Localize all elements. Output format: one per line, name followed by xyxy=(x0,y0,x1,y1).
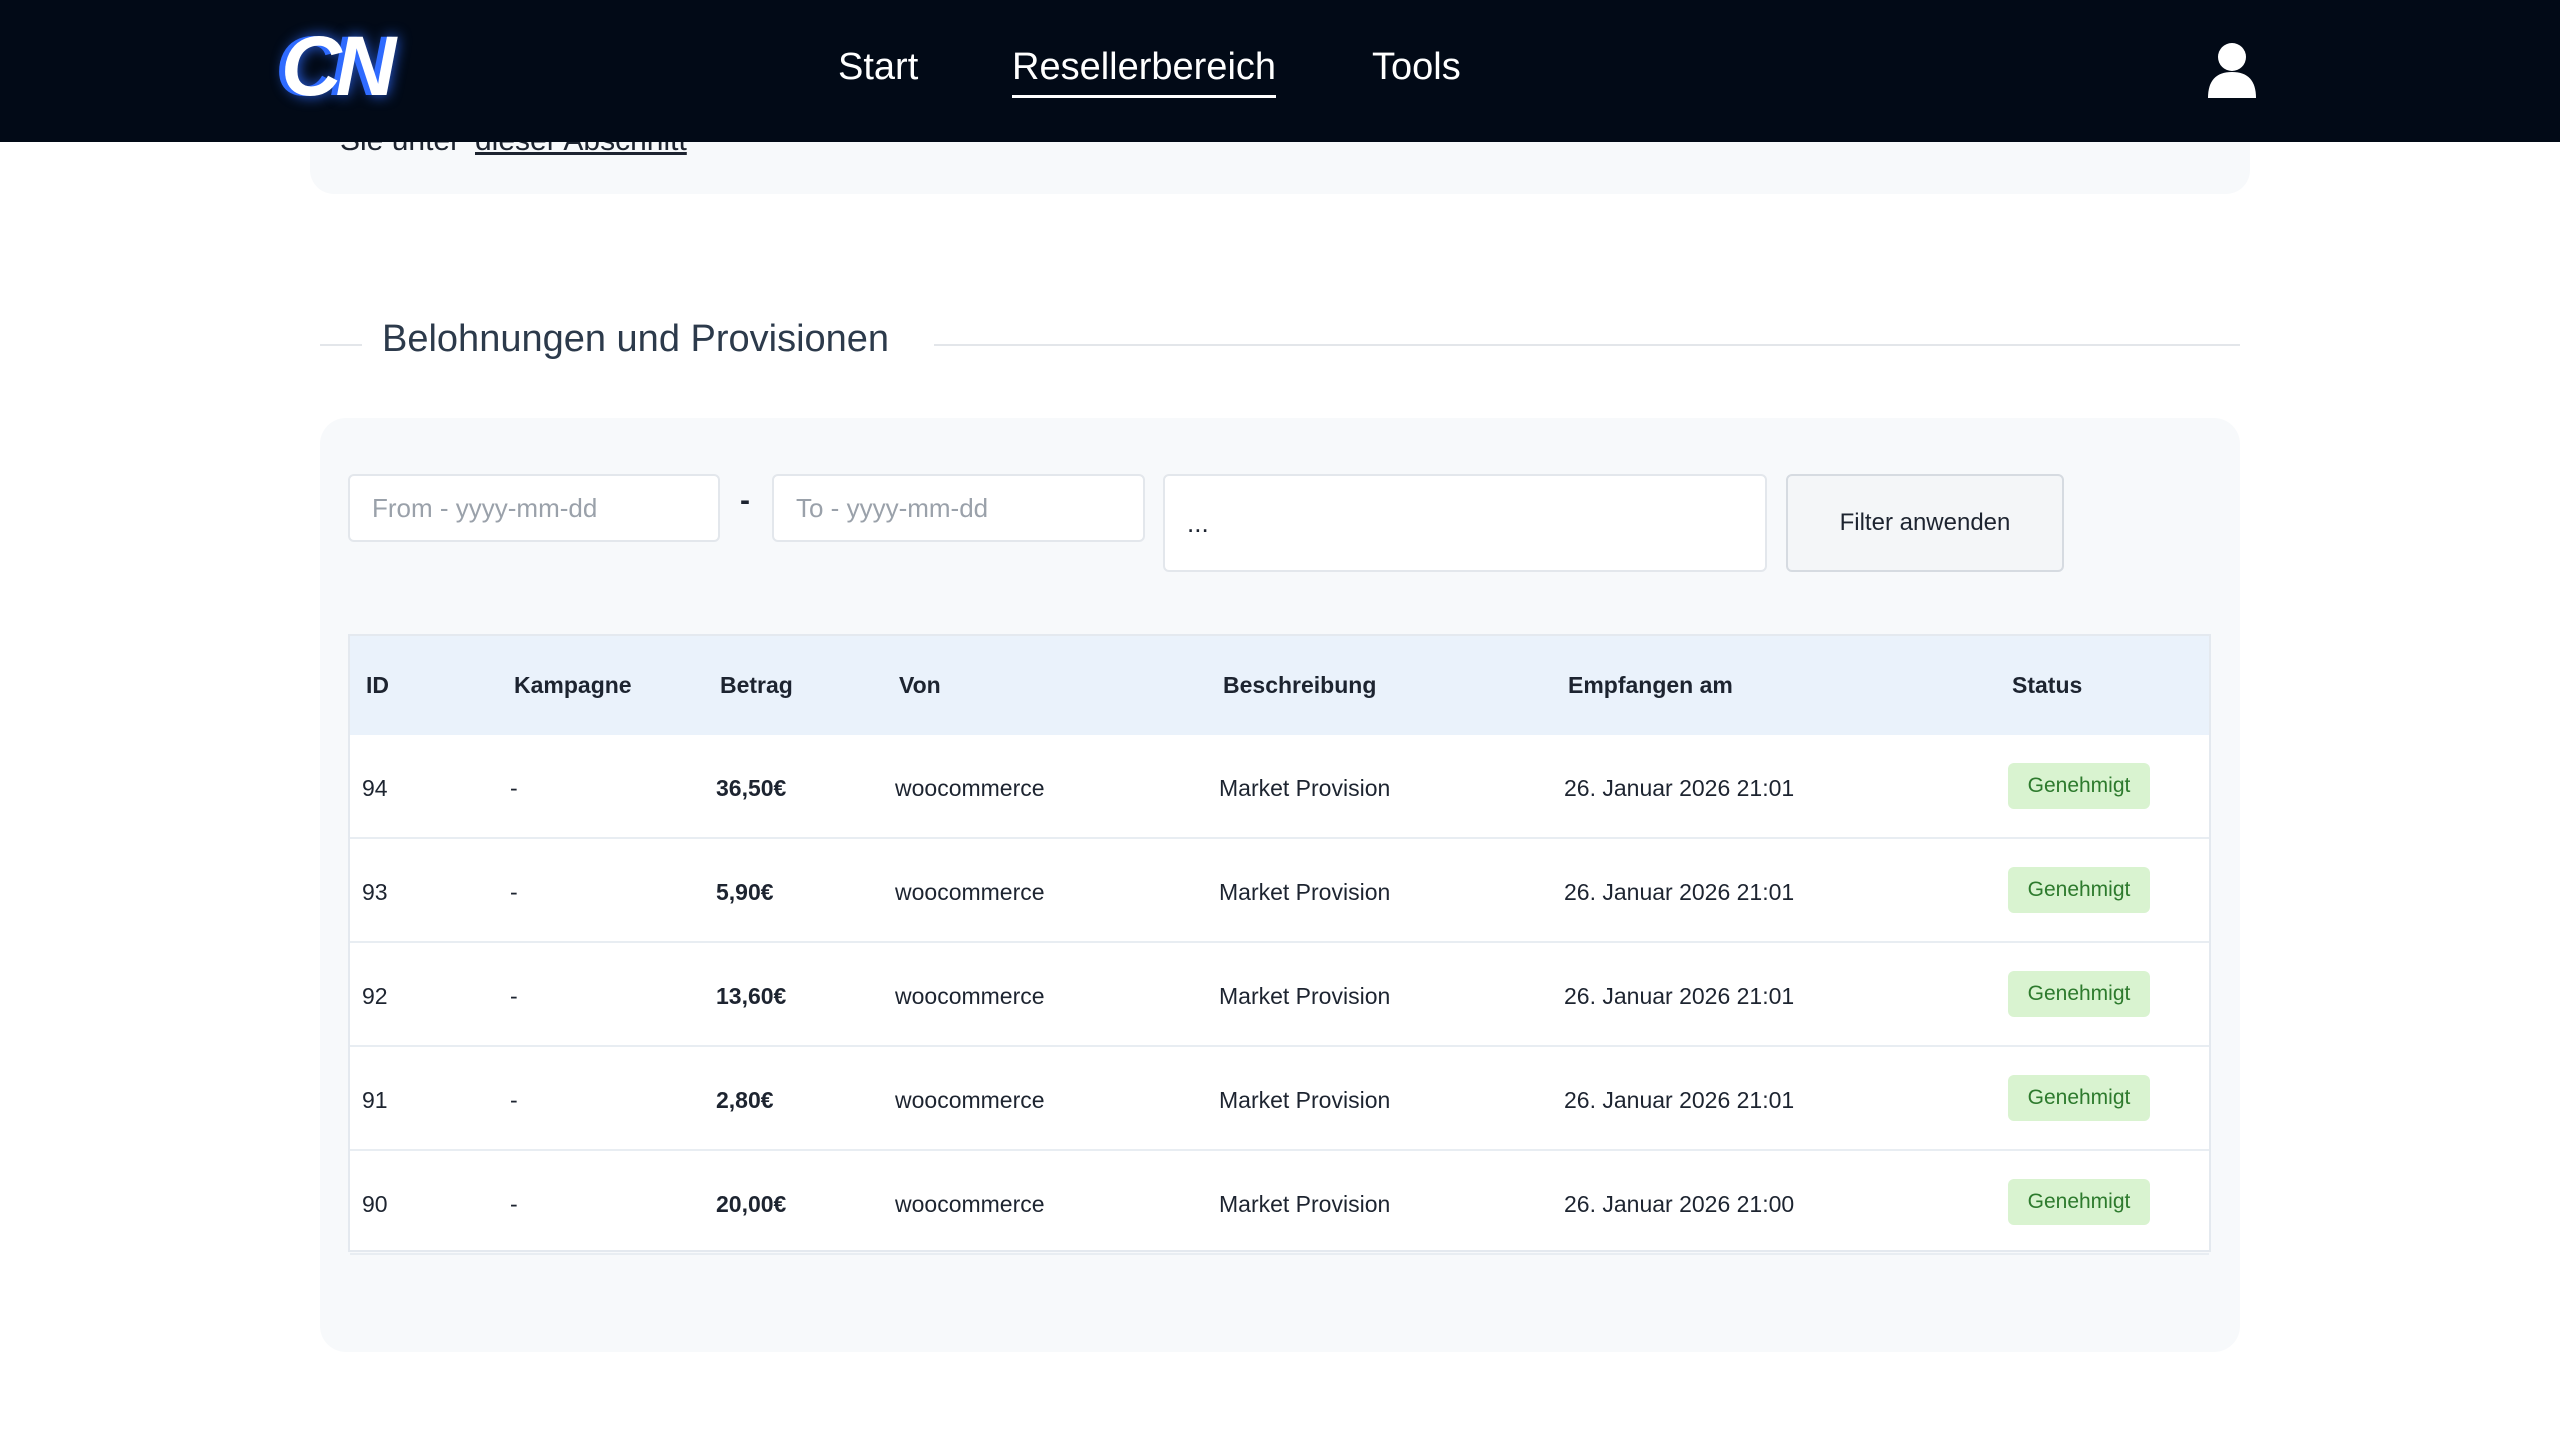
column-header: Von xyxy=(899,672,941,698)
table-cell: Market Provision xyxy=(1219,983,1391,1009)
table-cell: Market Provision xyxy=(1219,1191,1391,1217)
table-cell: Market Provision xyxy=(1219,775,1391,801)
table-cell: 92 xyxy=(362,983,388,1009)
table-cell: - xyxy=(510,775,518,801)
section-title: Belohnungen und Provisionen xyxy=(382,318,890,360)
status-badge: Genehmigt xyxy=(2008,1075,2150,1121)
column-header: Status xyxy=(2012,672,2083,698)
table-cell: 20,00€ xyxy=(716,1191,787,1217)
table-cell: woocommerce xyxy=(895,879,1045,905)
table-cell: woocommerce xyxy=(895,1087,1045,1113)
table-cell: 26. Januar 2026 21:01 xyxy=(1564,1087,1795,1113)
table-cell: 26. Januar 2026 21:01 xyxy=(1564,775,1795,801)
divider xyxy=(934,344,2240,346)
divider xyxy=(320,344,362,346)
to-input[interactable]: To - yyyy-mm-dd xyxy=(772,474,1145,542)
table-cell: woocommerce xyxy=(895,983,1045,1009)
table-cell: 2,80€ xyxy=(716,1087,774,1113)
user-icon[interactable] xyxy=(2206,42,2258,98)
status-badge: Genehmigt xyxy=(2008,1179,2150,1225)
status-badge: Genehmigt xyxy=(2008,867,2150,913)
table-row: 94 - 36,50€ woocommerce Market Provision 26. … xyxy=(350,735,2209,839)
column-header: Empfangen am xyxy=(1568,672,1733,698)
column-header: Beschreibung xyxy=(1223,672,1377,698)
column-header: ID xyxy=(366,672,389,698)
table-row: 92 - 13,60€ woocommerce Market Provision 26. … xyxy=(350,943,2209,1047)
table-cell: 93 xyxy=(362,879,388,905)
table-cell: 90 xyxy=(362,1191,388,1217)
table-cell: - xyxy=(510,1087,518,1113)
status-badge: Genehmigt xyxy=(2008,971,2150,1017)
table-cell: Market Provision xyxy=(1219,1087,1391,1113)
table-cell: woocommerce xyxy=(895,1191,1045,1217)
nav-link[interactable]: Resellerbereich xyxy=(1012,46,1277,98)
table-cell: 5,90€ xyxy=(716,879,774,905)
from-input[interactable]: From - yyyy-mm-dd xyxy=(348,474,720,542)
table-cell: woocommerce xyxy=(895,775,1045,801)
filter-button[interactable]: Filter anwenden xyxy=(1786,474,2064,572)
top-bar: CN Start Resellerbereich Tools xyxy=(0,0,2560,142)
table-header: ID Kampagne Betrag Von Beschreibung Empfangen… xyxy=(350,636,2209,735)
table-row: 91 - 2,80€ woocommerce Market Provision 26. J… xyxy=(350,1047,2209,1151)
nav-link[interactable]: Tools xyxy=(1372,46,1461,88)
table-cell: 94 xyxy=(362,775,388,801)
table: ID Kampagne Betrag Von Beschreibung Empfangen… xyxy=(348,634,2211,1255)
table-cell: - xyxy=(510,1191,518,1217)
table-cell: 26. Januar 2026 21:01 xyxy=(1564,879,1795,905)
table-row: 93 - 5,90€ woocommerce Market Provision 26. J… xyxy=(350,839,2209,943)
table-cell: 91 xyxy=(362,1087,388,1113)
table-cell: - xyxy=(510,879,518,905)
nav-link[interactable]: Start xyxy=(838,46,919,88)
column-header: Kampagne xyxy=(514,672,632,698)
table-cell: - xyxy=(510,983,518,1009)
table-cell: 36,50€ xyxy=(716,775,787,801)
table-cell: 26. Januar 2026 21:00 xyxy=(1564,1191,1795,1217)
table-cell: 13,60€ xyxy=(716,983,787,1009)
status-badge: Genehmigt xyxy=(2008,763,2150,809)
separator: - xyxy=(740,484,750,517)
table-cell: Market Provision xyxy=(1219,879,1391,905)
table-row: 90 - 20,00€ woocommerce Market Provision 26. … xyxy=(350,1151,2209,1255)
column-header: Betrag xyxy=(720,672,793,698)
logo[interactable]: CN xyxy=(281,19,396,113)
table-cell: 26. Januar 2026 21:01 xyxy=(1564,983,1795,1009)
select-input[interactable]: ... xyxy=(1163,474,1767,572)
